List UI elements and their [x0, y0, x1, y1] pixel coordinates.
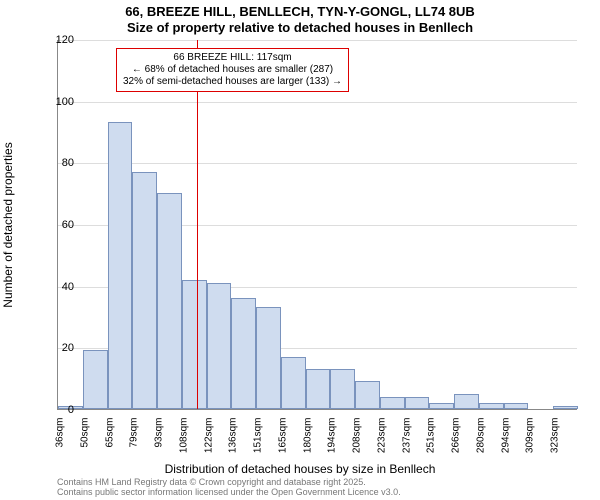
- x-tick: 65sqm: [104, 418, 115, 468]
- x-tick: 294sqm: [500, 418, 511, 468]
- histogram-bar: [429, 403, 454, 409]
- gridline: [58, 163, 577, 164]
- x-tick: 251sqm: [426, 418, 437, 468]
- histogram-bar: [207, 283, 232, 409]
- histogram-bar: [380, 397, 405, 409]
- histogram-bar: [83, 350, 108, 409]
- histogram-bar: [405, 397, 430, 409]
- y-axis-label: Number of detached properties: [1, 142, 15, 307]
- plot-area: 66 BREEZE HILL: 117sqm← 68% of detached …: [57, 40, 577, 410]
- histogram-bar: [504, 403, 529, 409]
- histogram-bar: [281, 357, 306, 409]
- x-tick: 180sqm: [302, 418, 313, 468]
- annotation-line: 66 BREEZE HILL: 117sqm: [123, 52, 342, 64]
- y-tick: 80: [44, 157, 74, 169]
- x-tick: 122sqm: [203, 418, 214, 468]
- x-tick: 93sqm: [154, 418, 165, 468]
- marker-line: [197, 40, 198, 409]
- x-tick: 136sqm: [228, 418, 239, 468]
- gridline: [58, 102, 577, 103]
- chart-title-1: 66, BREEZE HILL, BENLLECH, TYN-Y-GONGL, …: [0, 4, 600, 19]
- histogram-bar: [256, 307, 281, 409]
- x-tick: 266sqm: [451, 418, 462, 468]
- histogram-bar: [108, 122, 133, 409]
- x-tick: 36sqm: [55, 418, 66, 468]
- y-tick: 120: [44, 34, 74, 46]
- histogram-bar: [355, 381, 380, 409]
- x-tick: 323sqm: [550, 418, 561, 468]
- histogram-bar: [306, 369, 331, 409]
- histogram-bar: [553, 406, 578, 409]
- x-tick: 151sqm: [253, 418, 264, 468]
- x-tick: 223sqm: [376, 418, 387, 468]
- x-tick: 165sqm: [277, 418, 288, 468]
- histogram-bar: [157, 193, 182, 409]
- y-tick: 20: [44, 342, 74, 354]
- annotation-line: ← 68% of detached houses are smaller (28…: [123, 64, 342, 76]
- x-tick: 208sqm: [352, 418, 363, 468]
- histogram-bar: [182, 280, 207, 410]
- y-tick: 60: [44, 219, 74, 231]
- x-tick: 79sqm: [129, 418, 140, 468]
- gridline: [58, 40, 577, 41]
- x-tick: 108sqm: [178, 418, 189, 468]
- histogram-bar: [231, 298, 256, 409]
- y-tick: 0: [44, 404, 74, 416]
- histogram-bar: [454, 394, 479, 409]
- footer-line-2: Contains public sector information licen…: [57, 488, 401, 498]
- x-tick: 309sqm: [525, 418, 536, 468]
- histogram-bar: [479, 403, 504, 409]
- chart-container: 66, BREEZE HILL, BENLLECH, TYN-Y-GONGL, …: [0, 0, 600, 500]
- x-tick: 237sqm: [401, 418, 412, 468]
- y-tick: 100: [44, 96, 74, 108]
- y-tick: 40: [44, 281, 74, 293]
- chart-title-2: Size of property relative to detached ho…: [0, 20, 600, 35]
- x-tick: 194sqm: [327, 418, 338, 468]
- histogram-bar: [132, 172, 157, 409]
- footer-attribution: Contains HM Land Registry data © Crown c…: [57, 478, 401, 498]
- histogram-bar: [330, 369, 355, 409]
- annotation-box: 66 BREEZE HILL: 117sqm← 68% of detached …: [116, 48, 349, 92]
- annotation-line: 32% of semi-detached houses are larger (…: [123, 76, 342, 88]
- x-tick: 50sqm: [79, 418, 90, 468]
- x-tick: 280sqm: [475, 418, 486, 468]
